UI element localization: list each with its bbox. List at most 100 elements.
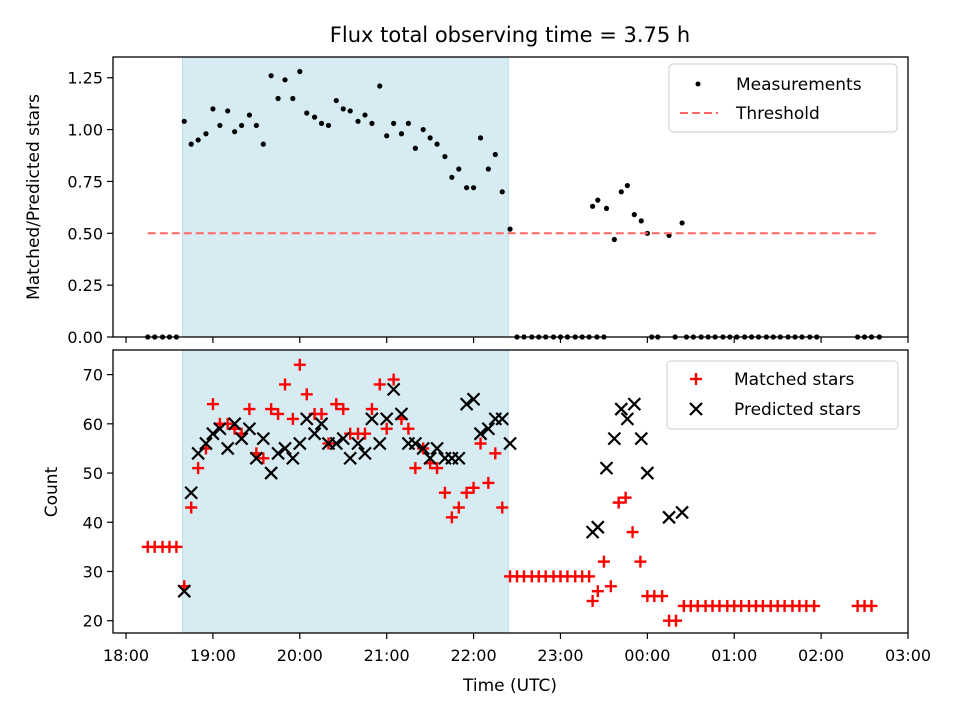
bottom-legend: Matched stars Predicted stars bbox=[666, 360, 899, 430]
predicted-stars-point bbox=[599, 461, 614, 475]
matched-stars-point bbox=[257, 452, 270, 465]
matched-stars-point bbox=[206, 398, 219, 411]
chart-title: Flux total observing time = 3.75 h bbox=[330, 23, 690, 47]
predicted-stars-point bbox=[343, 451, 357, 466]
measurements-point bbox=[246, 112, 253, 118]
predicted-stars-point bbox=[336, 431, 351, 446]
matched-stars-point bbox=[438, 486, 451, 499]
matched-stars-point bbox=[591, 585, 604, 598]
predicted-stars-point bbox=[372, 436, 387, 451]
x-tick-label: 03:00 bbox=[885, 646, 931, 665]
measurements-point bbox=[470, 185, 477, 191]
predicted-stars-point bbox=[213, 421, 227, 436]
matched-stars-point bbox=[358, 427, 371, 440]
x-axis-label: Time (UTC) bbox=[462, 676, 557, 696]
y-tick-label: 30 bbox=[83, 562, 103, 581]
measurements-point bbox=[492, 151, 498, 158]
matched-stars-point bbox=[656, 590, 669, 603]
matched-stars-point bbox=[272, 407, 285, 420]
predicted-stars-point bbox=[627, 397, 642, 411]
measurements-point bbox=[464, 185, 470, 191]
observing-window-shade bbox=[182, 349, 509, 634]
bottom-plot-frame bbox=[112, 349, 909, 634]
predicted-stars-point bbox=[620, 412, 635, 426]
measurements-point bbox=[195, 137, 201, 143]
x-tick-label: 20:00 bbox=[277, 646, 323, 665]
y-tick-label: 0.75 bbox=[67, 172, 103, 191]
predicted-stars-point bbox=[199, 436, 213, 451]
measurements-point bbox=[347, 108, 353, 114]
predicted-stars-point bbox=[191, 446, 205, 461]
measurements-point bbox=[485, 166, 491, 172]
matched-stars-point bbox=[265, 403, 278, 416]
x-tick-label: 21:00 bbox=[364, 646, 410, 665]
matched-stars-point bbox=[402, 422, 415, 435]
matched-stars-point bbox=[452, 501, 465, 514]
predicted-stars-point bbox=[466, 392, 481, 406]
legend-frame bbox=[668, 63, 898, 133]
measurements-point bbox=[260, 141, 266, 147]
predicted-stars-point bbox=[662, 510, 676, 525]
measurements-point bbox=[590, 203, 596, 209]
measurements-point bbox=[333, 97, 339, 104]
measurements-point bbox=[181, 118, 187, 124]
predicted-stars-point bbox=[640, 466, 655, 480]
predicted-stars-point bbox=[264, 466, 278, 480]
predicted-stars-point bbox=[351, 436, 365, 451]
y-tick-label: 1.25 bbox=[67, 69, 103, 88]
measurements-point bbox=[624, 182, 630, 189]
legend-marker-measurements bbox=[695, 81, 701, 87]
matched-stars-point bbox=[337, 403, 350, 416]
predicted-stars-point bbox=[227, 417, 242, 431]
predicted-stars-point bbox=[386, 382, 401, 397]
y-tick-label: 50 bbox=[83, 464, 103, 483]
measurements-point bbox=[631, 212, 637, 218]
x-tick-label: 02:00 bbox=[798, 646, 844, 665]
y-tick-label: 0.50 bbox=[67, 224, 103, 243]
measurements-point bbox=[499, 189, 505, 195]
matched-stars-point bbox=[192, 462, 205, 475]
x-tick-label: 00:00 bbox=[624, 646, 670, 665]
predicted-stars-point bbox=[365, 412, 379, 426]
y-tick-label: 70 bbox=[83, 366, 103, 385]
y-tick-label: 0.00 bbox=[67, 328, 103, 347]
matched-stars-point bbox=[365, 403, 378, 416]
matched-stars-point bbox=[330, 398, 343, 411]
measurements-point bbox=[340, 106, 346, 112]
predicted-stars-point bbox=[591, 520, 605, 534]
matched-stars-point bbox=[612, 496, 625, 509]
legend-frame bbox=[666, 360, 899, 430]
matched-stars-point bbox=[293, 358, 306, 371]
measurements-point bbox=[449, 174, 455, 180]
measurements-point bbox=[225, 108, 231, 114]
matched-stars-point bbox=[474, 437, 487, 450]
predicted-stars-point bbox=[249, 451, 264, 466]
measurements-point bbox=[456, 166, 462, 172]
top-y-axis-label: Matched/Predicted stars bbox=[24, 94, 44, 300]
measurements-point bbox=[282, 77, 288, 83]
matched-stars-point bbox=[626, 526, 639, 539]
predicted-stars-point bbox=[242, 421, 257, 436]
predicted-stars-point bbox=[423, 451, 437, 466]
top-plot-frame bbox=[112, 56, 909, 338]
observing-window-shade bbox=[182, 56, 509, 338]
measurements-point bbox=[611, 236, 617, 243]
predicted-stars-point bbox=[307, 426, 322, 441]
predicted-stars-point bbox=[394, 407, 409, 421]
matched-stars-point bbox=[300, 388, 313, 401]
matched-stars-point bbox=[243, 403, 256, 416]
matched-stars-point bbox=[315, 407, 328, 420]
predicted-stars-point bbox=[675, 505, 689, 520]
bottom-y-axis-label: Count bbox=[42, 466, 62, 517]
matched-stars-point bbox=[634, 555, 647, 568]
matched-stars-point bbox=[467, 481, 480, 494]
matched-stars-point bbox=[482, 476, 495, 489]
measurements-point bbox=[507, 226, 513, 232]
predicted-stars-point bbox=[473, 426, 488, 441]
top-legend: Measurements Threshold bbox=[668, 63, 898, 133]
predicted-stars-point bbox=[459, 397, 474, 411]
matched-stars-point bbox=[460, 486, 473, 499]
predicted-stars-point bbox=[503, 436, 517, 451]
y-tick-label: 0.25 bbox=[67, 276, 103, 295]
